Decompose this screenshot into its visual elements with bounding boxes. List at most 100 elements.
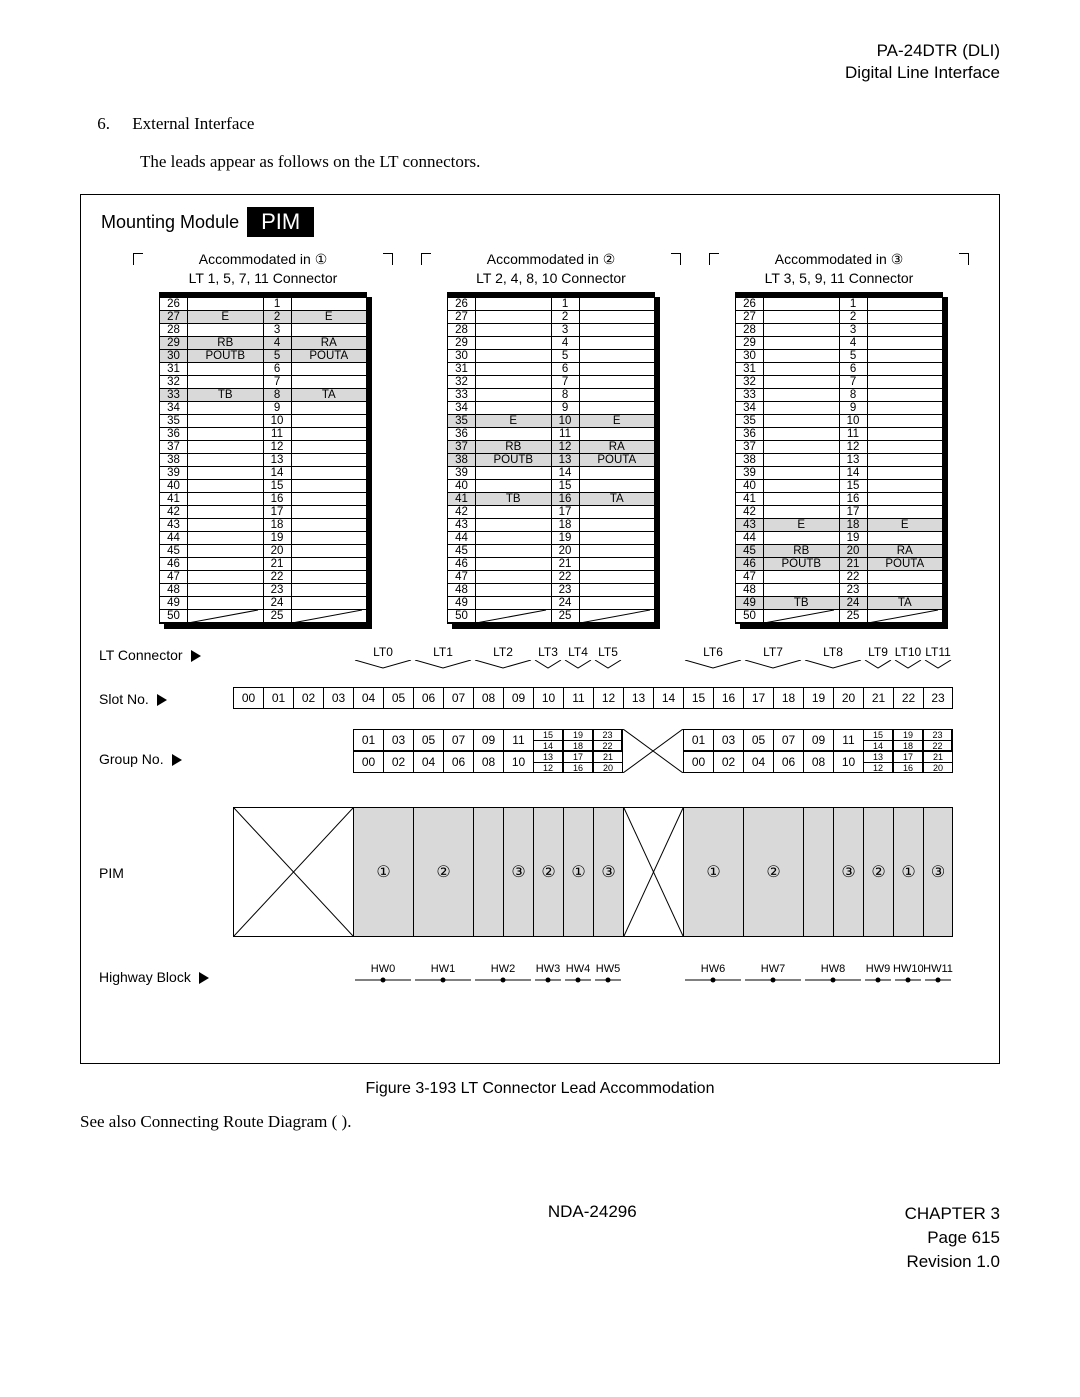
table-cell: 18: [551, 519, 579, 532]
table-cell: [476, 545, 551, 558]
table-cell: 16: [551, 493, 579, 506]
table-cell: 37: [160, 441, 188, 454]
table-cell: [291, 506, 366, 519]
row-label-slot-no: Slot No.: [99, 691, 167, 707]
table-cell: [867, 295, 942, 311]
table-cell: 16: [263, 493, 291, 506]
table-cell: 25: [839, 610, 867, 624]
table-cell: [579, 597, 654, 610]
table-cell: [579, 389, 654, 402]
table-cell: 42: [448, 506, 476, 519]
slot-cell: 16: [713, 687, 743, 709]
table-cell: 30: [448, 350, 476, 363]
arrow-icon: [191, 650, 201, 662]
table-cell: 33: [448, 389, 476, 402]
section-body: The leads appear as follows on the LT co…: [140, 152, 1000, 172]
table-cell: [579, 584, 654, 597]
table-cell: [188, 402, 263, 415]
table-cell: [476, 597, 551, 610]
table-cell: [764, 350, 839, 363]
table-cell: [476, 584, 551, 597]
table-cell: E: [291, 311, 366, 324]
row-label-group-no: Group No.: [99, 751, 182, 767]
table-cell: [476, 402, 551, 415]
table-cell: [476, 506, 551, 519]
table-cell: [867, 532, 942, 545]
table-cell: [188, 415, 263, 428]
table-cell: 6: [839, 363, 867, 376]
table-cell: 47: [448, 571, 476, 584]
table-cell: 25: [551, 610, 579, 624]
slot-cell: 11: [563, 687, 593, 709]
table-cell: [764, 610, 839, 624]
table-cell: 23: [551, 584, 579, 597]
table-cell: 44: [736, 532, 764, 545]
pim-cell: [623, 807, 683, 937]
table-cell: [764, 324, 839, 337]
lt-label: LT5: [593, 645, 623, 673]
table-cell: [188, 295, 263, 311]
table-cell: 42: [736, 506, 764, 519]
table-cell: [188, 597, 263, 610]
table-cell: [476, 324, 551, 337]
table-cell: [291, 584, 366, 597]
table-cell: 9: [551, 402, 579, 415]
slot-cell: 17: [743, 687, 773, 709]
pim-cell: ③: [923, 807, 953, 937]
hw-labels-right: HW6HW7HW8HW9HW10HW11: [683, 963, 953, 987]
table-cell: 27: [736, 311, 764, 324]
table-cell: 26: [736, 295, 764, 311]
row-label-lt-connector: LT Connector: [99, 647, 201, 663]
hw-label: HW7: [743, 963, 803, 987]
table-cell: 35: [448, 415, 476, 428]
table-cell: RA: [867, 545, 942, 558]
table-cell: 29: [736, 337, 764, 350]
table-cell: [291, 402, 366, 415]
table-cell: 26: [448, 295, 476, 311]
table-cell: [867, 428, 942, 441]
table-cell: 31: [448, 363, 476, 376]
table-cell: [476, 558, 551, 571]
table-cell: 17: [551, 506, 579, 519]
table-cell: 13: [263, 454, 291, 467]
table-cell: 35: [736, 415, 764, 428]
table-cell: 33: [736, 389, 764, 402]
table-cell: 17: [263, 506, 291, 519]
table-cell: [764, 480, 839, 493]
table-cell: 4: [263, 337, 291, 350]
table-cell: 14: [839, 467, 867, 480]
table-cell: E: [867, 519, 942, 532]
table-cell: 1: [263, 295, 291, 311]
table-cell: [579, 519, 654, 532]
table-cell: [867, 337, 942, 350]
table-cell: 15: [839, 480, 867, 493]
table-cell: 49: [736, 597, 764, 610]
table-cell: 33: [160, 389, 188, 402]
slot-cell: 09: [503, 687, 533, 709]
table-cell: [291, 376, 366, 389]
lt-label: LT0: [353, 645, 413, 673]
table-cell: [867, 493, 942, 506]
table-cell: [188, 519, 263, 532]
slot-cell: 13: [623, 687, 653, 709]
footer-right: CHAPTER 3 Page 615 Revision 1.0: [905, 1202, 1000, 1273]
slot-cell: 19: [803, 687, 833, 709]
table-cell: 3: [263, 324, 291, 337]
table-cell: 14: [551, 467, 579, 480]
accom-head: Accommodated in ③: [709, 251, 969, 268]
table-cell: 44: [160, 532, 188, 545]
slot-cell: 20: [833, 687, 863, 709]
arrow-icon: [172, 754, 182, 766]
table-cell: 23: [839, 584, 867, 597]
section-number: 6.: [80, 114, 110, 134]
table-cell: [476, 295, 551, 311]
accom-head: Accommodated in ①: [133, 251, 393, 268]
hw-label: HW8: [803, 963, 863, 987]
table-cell: 41: [736, 493, 764, 506]
table-cell: 5: [839, 350, 867, 363]
table-cell: [188, 467, 263, 480]
table-cell: [188, 428, 263, 441]
table-cell: 20: [551, 545, 579, 558]
table-cell: 47: [736, 571, 764, 584]
table-cell: 8: [263, 389, 291, 402]
